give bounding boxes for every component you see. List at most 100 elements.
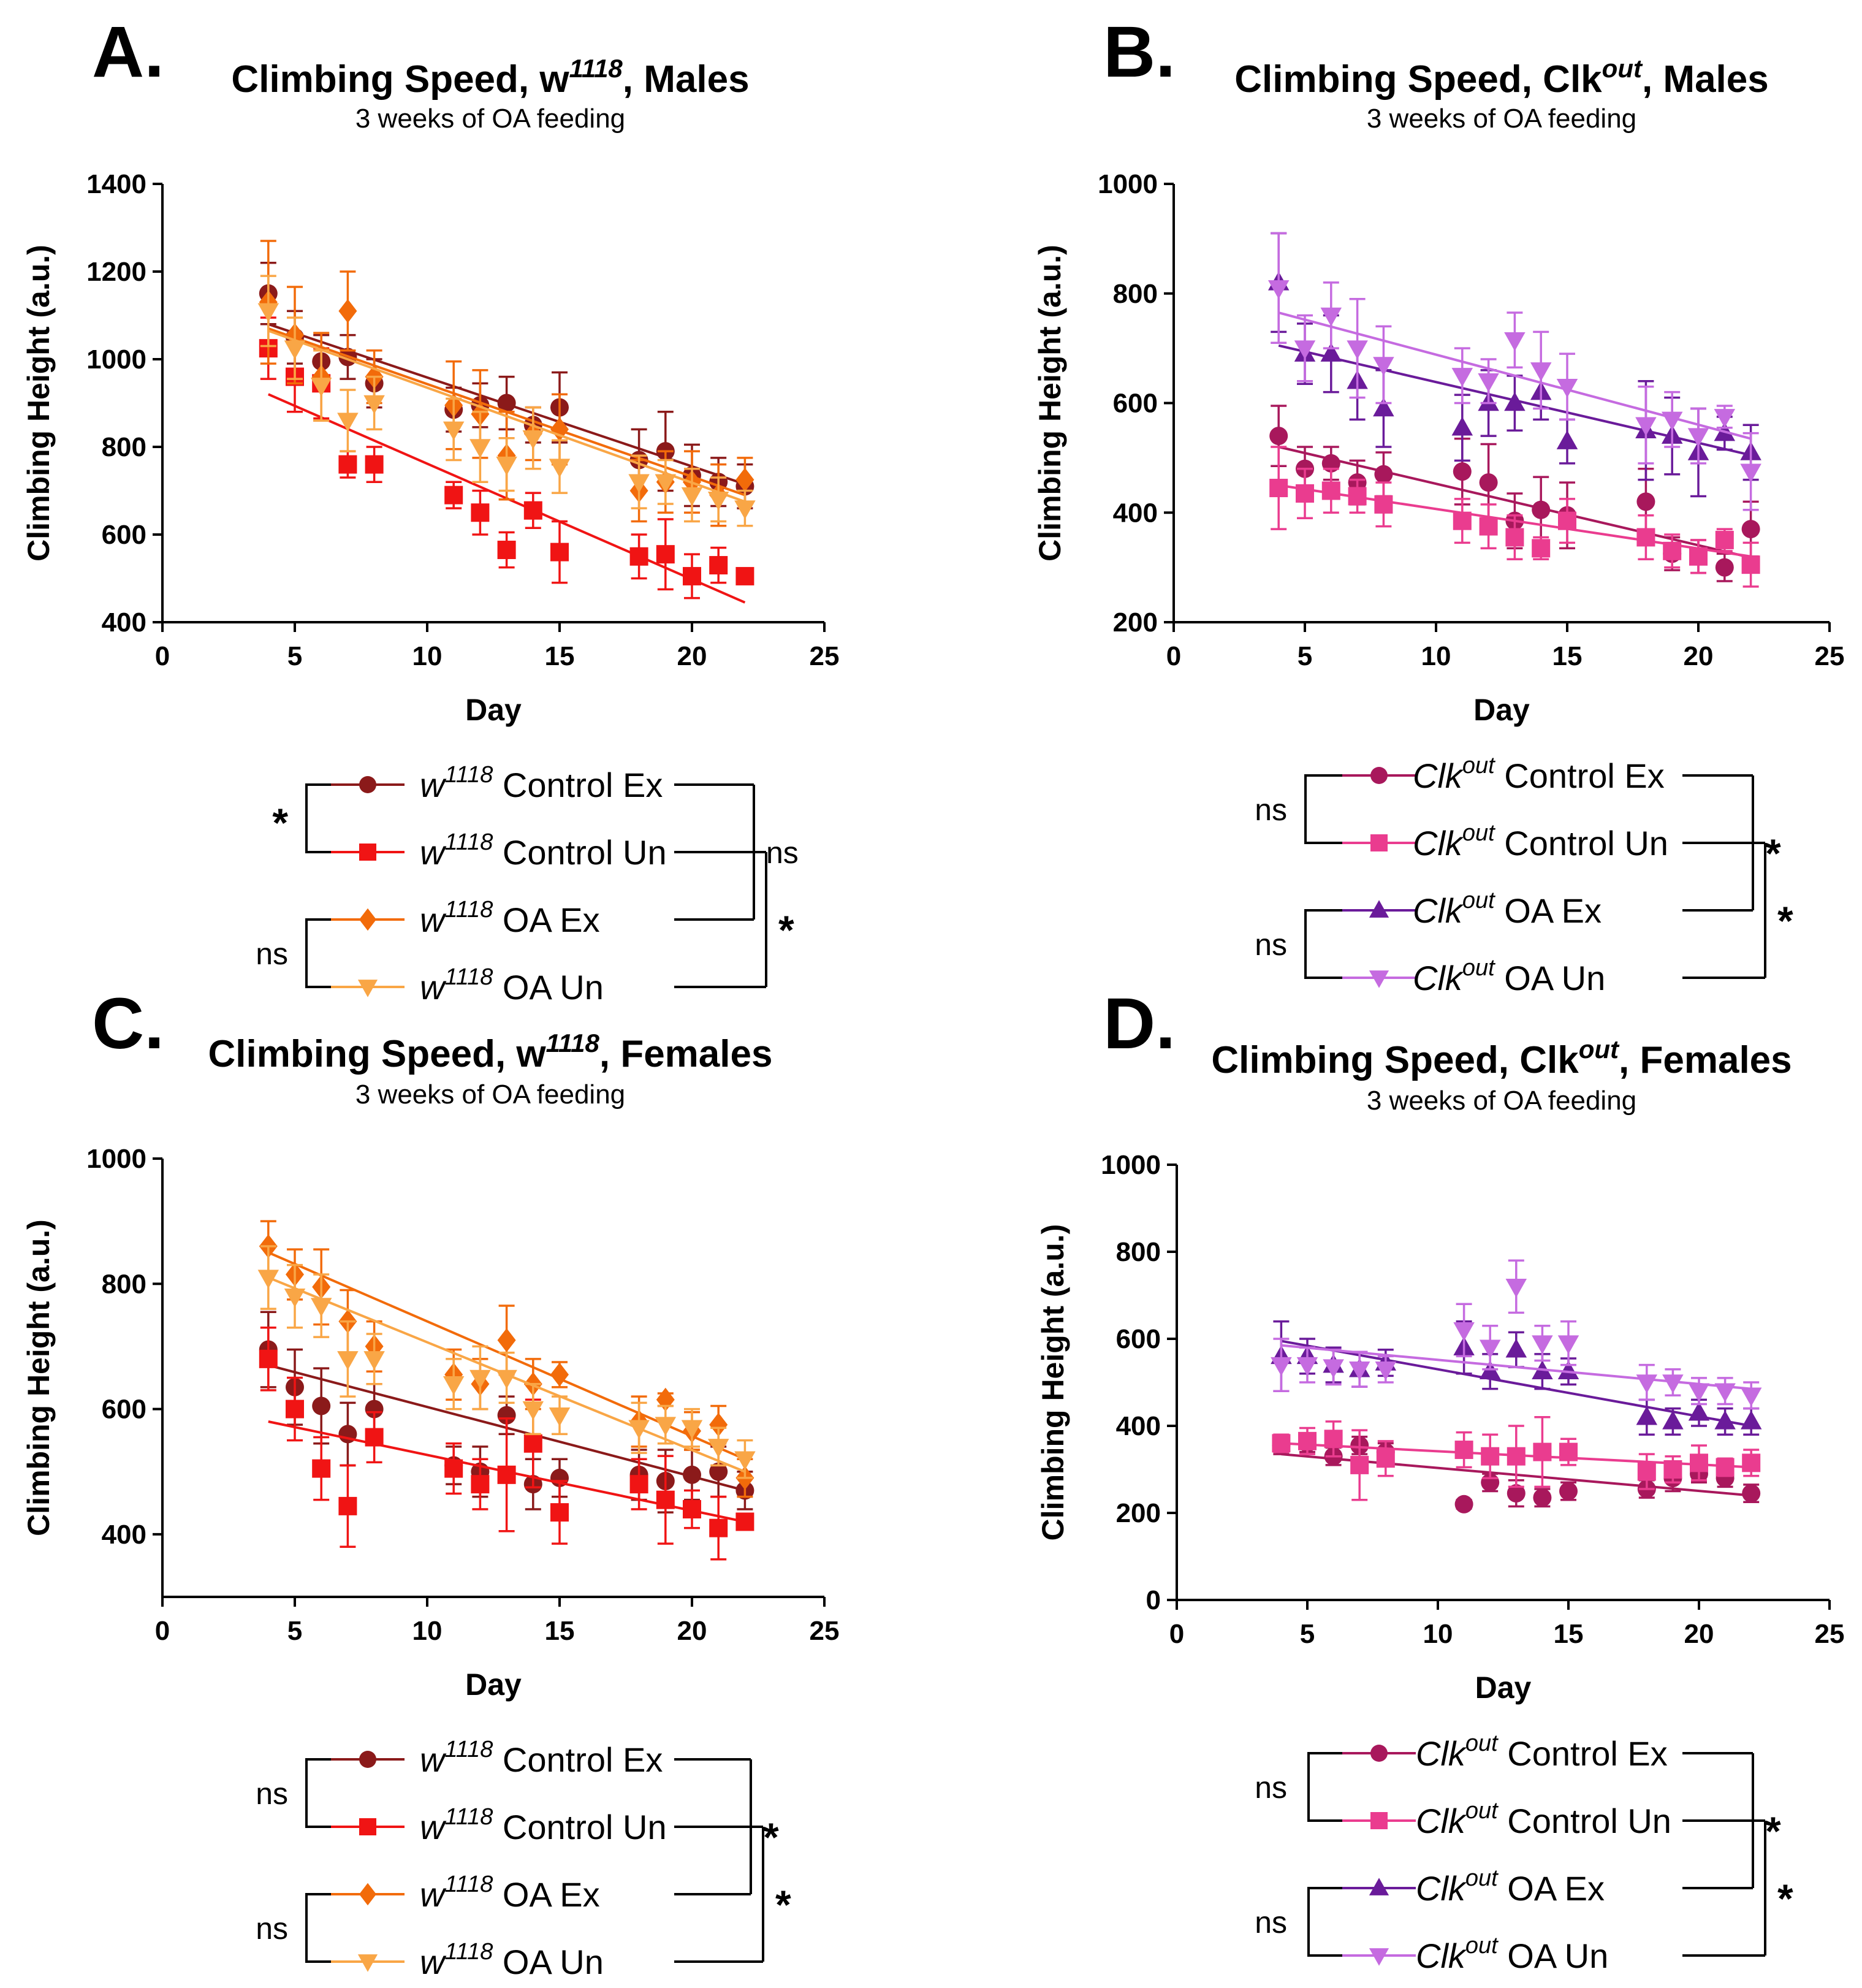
x-tick-label: 10 xyxy=(1423,1619,1453,1649)
data-point xyxy=(1350,1455,1369,1474)
data-point xyxy=(365,455,384,474)
pair-bracket xyxy=(305,1758,331,1828)
legend-label: w1118 OA Ex xyxy=(420,897,600,939)
panel-letter: C. xyxy=(92,983,164,1064)
data-point xyxy=(1742,1453,1761,1472)
data-point xyxy=(312,1396,331,1415)
data-point xyxy=(1296,484,1314,503)
x-tick-label: 20 xyxy=(1684,641,1714,671)
data-point xyxy=(1663,1460,1682,1479)
pair-significance: ns xyxy=(256,1911,288,1946)
legend-condition: OA Un xyxy=(493,968,604,1007)
data-point xyxy=(365,1400,384,1419)
data-point xyxy=(709,1412,728,1437)
pair-significance: ns xyxy=(256,1777,288,1811)
legend-superscript: out xyxy=(1462,820,1495,846)
data-point xyxy=(444,1459,463,1478)
data-point xyxy=(365,1428,384,1447)
series-4 xyxy=(257,275,756,527)
y-tick-label: 200 xyxy=(1113,607,1158,638)
data-point xyxy=(1267,280,1290,299)
data-point xyxy=(338,455,357,474)
data-point xyxy=(1294,340,1316,360)
pair-bracket xyxy=(305,783,331,853)
data-point xyxy=(683,1465,701,1484)
data-point xyxy=(469,439,491,458)
data-point xyxy=(683,566,701,585)
data-point xyxy=(628,1420,650,1439)
data-point xyxy=(1662,1410,1684,1430)
data-point xyxy=(1688,1401,1710,1421)
comparison-significance: * xyxy=(1765,1808,1781,1854)
data-point xyxy=(1505,1338,1527,1358)
series-4 xyxy=(1271,1259,1762,1410)
legend-condition: Control Un xyxy=(1495,824,1668,863)
title-text: Climbing Speed, w xyxy=(208,1033,547,1075)
y-axis-label: Climbing Height (a.u.) xyxy=(1036,1224,1070,1541)
x-tick-label: 20 xyxy=(677,1616,707,1646)
pair-significance: ns xyxy=(1255,1905,1287,1940)
data-point xyxy=(497,1328,516,1352)
data-point xyxy=(1714,1383,1736,1403)
data-point xyxy=(1661,411,1683,431)
data-point xyxy=(1714,409,1736,428)
x-tick-label: 10 xyxy=(412,641,443,671)
legend-marker xyxy=(359,1883,376,1906)
legend-label: w1118 Control Un xyxy=(420,829,667,872)
data-point xyxy=(1373,357,1394,376)
legend-label: Clkout Control Ex xyxy=(1413,753,1665,795)
data-point xyxy=(497,1406,516,1425)
legend-superscript: out xyxy=(1465,1798,1499,1824)
data-point xyxy=(1741,555,1760,574)
data-point xyxy=(550,1503,569,1522)
data-point xyxy=(1323,1359,1344,1379)
y-tick-label: 800 xyxy=(1116,1237,1161,1267)
legend-condition: Control Ex xyxy=(493,766,663,804)
pair-bracket xyxy=(305,1893,331,1963)
data-point xyxy=(681,487,703,506)
x-axis-label: Day xyxy=(1475,1670,1532,1705)
data-point xyxy=(1741,520,1760,539)
legend-genotype: w xyxy=(420,901,447,939)
series-4 xyxy=(257,1245,756,1479)
data-point xyxy=(1507,1447,1526,1466)
data-point xyxy=(310,1298,332,1317)
data-point xyxy=(1532,539,1551,558)
data-point xyxy=(656,545,675,564)
y-tick-label: 400 xyxy=(1113,498,1158,528)
data-point xyxy=(257,1270,279,1289)
legend-label: w1118 Control Un xyxy=(420,1804,667,1846)
comparison-significance: * xyxy=(778,907,794,953)
legend-marker xyxy=(359,1818,376,1835)
data-point xyxy=(1453,462,1472,481)
y-tick-label: 1000 xyxy=(86,1144,146,1174)
data-point xyxy=(1714,1410,1736,1430)
legend-label: Clkout Control Un xyxy=(1416,1798,1671,1840)
data-point xyxy=(523,501,542,520)
data-point xyxy=(1479,473,1498,492)
title-suffix: , Females xyxy=(599,1033,773,1075)
data-point xyxy=(655,474,677,493)
pair-bracket xyxy=(1307,1887,1342,1957)
chart-title: Climbing Speed, Clkout, Males xyxy=(1234,54,1769,101)
legend-marker xyxy=(1369,900,1389,918)
data-point xyxy=(1740,463,1761,483)
data-point xyxy=(734,1451,756,1471)
comparison-significance: * xyxy=(763,1815,779,1860)
legend-condition: OA Un xyxy=(493,1943,604,1981)
y-tick-label: 400 xyxy=(102,1520,146,1550)
data-point xyxy=(1320,343,1342,362)
x-tick-label: 5 xyxy=(1298,641,1312,671)
legend-genotype: Clk xyxy=(1413,756,1464,795)
data-point xyxy=(497,541,516,560)
legend-marker xyxy=(359,776,376,793)
x-axis-label: Day xyxy=(1473,693,1530,727)
data-point xyxy=(1689,547,1708,566)
y-tick-label: 400 xyxy=(102,607,146,638)
data-point xyxy=(1559,1442,1578,1461)
data-point xyxy=(1559,1482,1578,1501)
legend-superscript: 1118 xyxy=(444,1872,493,1897)
legend-label: Clkout OA Ex xyxy=(1416,1865,1605,1908)
